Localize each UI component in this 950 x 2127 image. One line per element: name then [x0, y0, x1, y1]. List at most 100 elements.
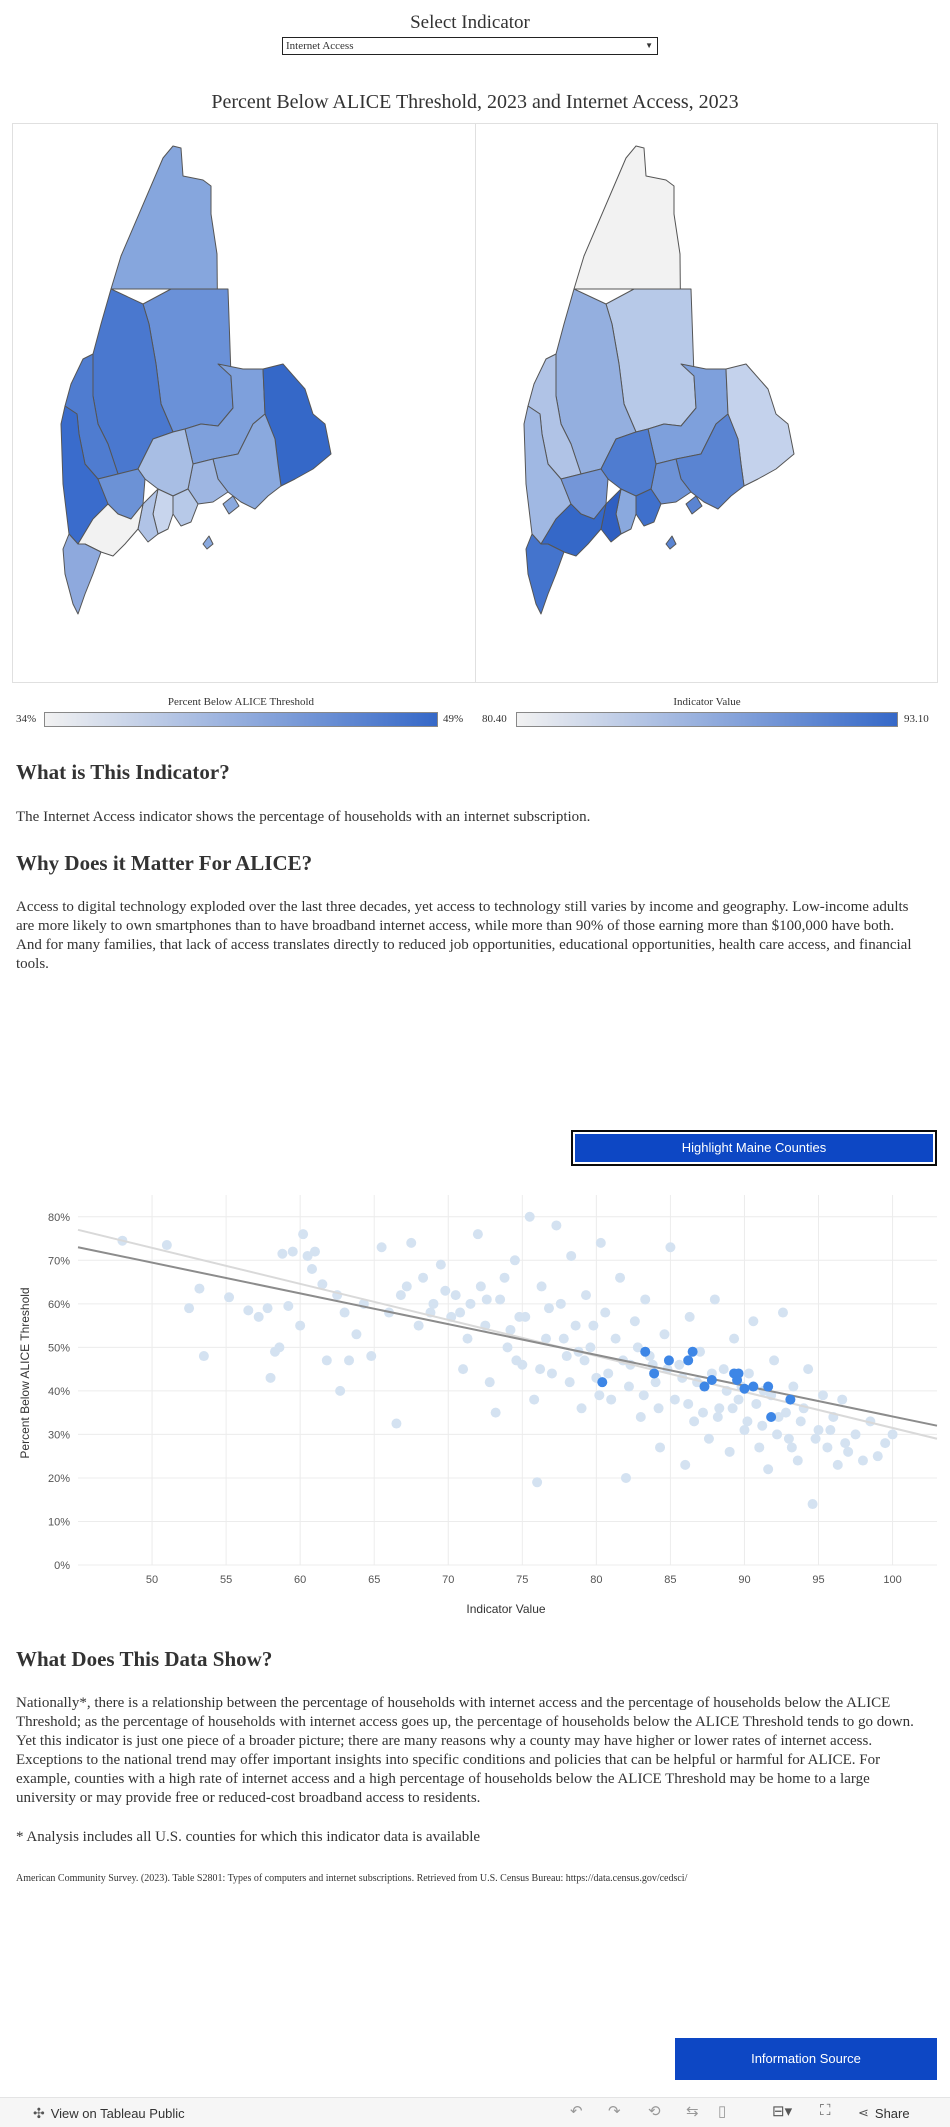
county-point[interactable]	[511, 1355, 522, 1366]
county-point[interactable]	[224, 1292, 235, 1303]
county-point[interactable]	[739, 1425, 750, 1436]
county-point[interactable]	[339, 1307, 350, 1318]
county-point[interactable]	[772, 1429, 783, 1440]
county-point[interactable]	[555, 1298, 566, 1309]
county-point[interactable]	[733, 1394, 744, 1405]
county-point[interactable]	[832, 1459, 843, 1470]
county-point[interactable]	[650, 1377, 661, 1388]
county-point[interactable]	[632, 1342, 643, 1353]
county-point[interactable]	[465, 1298, 476, 1309]
chart-highlight-points[interactable]	[597, 1346, 796, 1422]
county-point[interactable]	[665, 1242, 676, 1253]
county-point[interactable]	[655, 1442, 666, 1453]
county-point[interactable]	[484, 1377, 495, 1388]
county-point[interactable]	[773, 1412, 784, 1422]
county-point[interactable]	[198, 1351, 209, 1362]
county-point[interactable]	[783, 1433, 794, 1444]
maine-county-point[interactable]	[766, 1412, 777, 1422]
county-point[interactable]	[585, 1342, 596, 1353]
county-point[interactable]	[813, 1425, 824, 1436]
maine-county-point[interactable]	[706, 1375, 717, 1385]
county-point[interactable]	[850, 1429, 861, 1440]
county-point[interactable]	[406, 1237, 417, 1248]
county-point[interactable]	[729, 1333, 740, 1344]
maine-county-point[interactable]	[683, 1355, 694, 1366]
fullscreen-icon[interactable]: ⛶	[820, 2102, 831, 2119]
county-point[interactable]	[580, 1290, 591, 1301]
county-point[interactable]	[413, 1320, 424, 1331]
county-point[interactable]	[837, 1394, 848, 1405]
county-point[interactable]	[887, 1429, 898, 1440]
county-point[interactable]	[709, 1294, 720, 1305]
county-point[interactable]	[391, 1418, 402, 1429]
county-point[interactable]	[659, 1329, 670, 1340]
county-point[interactable]	[194, 1283, 205, 1294]
internet-access-map[interactable]	[476, 124, 936, 682]
county-point[interactable]	[754, 1442, 765, 1453]
county-point[interactable]	[440, 1285, 451, 1296]
county-point[interactable]	[277, 1248, 288, 1259]
county-point[interactable]	[769, 1355, 780, 1366]
county-point[interactable]	[629, 1316, 640, 1327]
county-point[interactable]	[262, 1303, 273, 1314]
maine-county-point[interactable]	[663, 1355, 674, 1366]
county-point[interactable]	[777, 1307, 788, 1318]
county-point[interactable]	[366, 1351, 377, 1362]
county-point[interactable]	[695, 1346, 706, 1357]
county-point[interactable]	[825, 1425, 836, 1436]
presentation-icon[interactable]: ⊟▾	[772, 2103, 793, 2120]
county-point[interactable]	[543, 1303, 554, 1314]
county-point[interactable]	[674, 1359, 685, 1370]
county-point[interactable]	[843, 1446, 854, 1457]
maine-county-point[interactable]	[640, 1346, 651, 1357]
county-point[interactable]	[283, 1301, 294, 1311]
county-point[interactable]	[635, 1412, 646, 1422]
county-point[interactable]	[458, 1364, 469, 1375]
county-point[interactable]	[495, 1294, 506, 1305]
county-point[interactable]	[561, 1351, 572, 1362]
county-point[interactable]	[490, 1407, 501, 1418]
county-point[interactable]	[757, 1420, 768, 1431]
county-point[interactable]	[780, 1407, 791, 1418]
county-point[interactable]	[872, 1451, 883, 1462]
county-point[interactable]	[588, 1320, 599, 1331]
maine-county-point[interactable]	[687, 1346, 698, 1357]
county-point[interactable]	[600, 1307, 611, 1318]
county-point[interactable]	[603, 1368, 614, 1379]
county-point[interactable]	[680, 1459, 691, 1470]
maine-county-point[interactable]	[699, 1381, 710, 1392]
county-point[interactable]	[615, 1272, 626, 1283]
county-point[interactable]	[742, 1416, 753, 1427]
county-point[interactable]	[376, 1242, 387, 1253]
county-point[interactable]	[763, 1464, 774, 1475]
revert-icon[interactable]: ⟲	[648, 2103, 661, 2120]
maine-county-point[interactable]	[785, 1394, 796, 1405]
county-point[interactable]	[243, 1305, 254, 1316]
refresh-icon[interactable]: ⇆	[686, 2103, 699, 2120]
county-point[interactable]	[428, 1298, 439, 1309]
county-point[interactable]	[724, 1446, 735, 1457]
county-point[interactable]	[335, 1385, 346, 1396]
county-point[interactable]	[817, 1390, 828, 1401]
county-islands[interactable]	[202, 495, 240, 550]
county-point[interactable]	[822, 1442, 833, 1453]
maine-county-point[interactable]	[748, 1381, 759, 1392]
county-point[interactable]	[810, 1433, 821, 1444]
county-point[interactable]	[546, 1368, 557, 1379]
indicator-dropdown[interactable]: Internet Access ▼	[282, 37, 658, 55]
county-point[interactable]	[880, 1438, 891, 1449]
county-point[interactable]	[295, 1320, 306, 1331]
county-point[interactable]	[351, 1329, 362, 1340]
county-point[interactable]	[435, 1259, 446, 1270]
county-point[interactable]	[298, 1229, 309, 1240]
county-point[interactable]	[697, 1407, 708, 1418]
county-point[interactable]	[640, 1294, 651, 1305]
county-point[interactable]	[751, 1398, 762, 1409]
county-point[interactable]	[684, 1311, 695, 1322]
county-point[interactable]	[532, 1477, 543, 1488]
dropdown-arrow-icon[interactable]: ▼	[645, 41, 653, 50]
share-button[interactable]: ⋖ Share	[858, 2105, 910, 2121]
scatter-chart[interactable]: 0% 10% 20% 30% 40% 50% 60% 70% 80% 50 55 60 65 70 75 80…	[0, 1185, 950, 1625]
county-point[interactable]	[638, 1390, 649, 1401]
county-point[interactable]	[509, 1255, 520, 1266]
